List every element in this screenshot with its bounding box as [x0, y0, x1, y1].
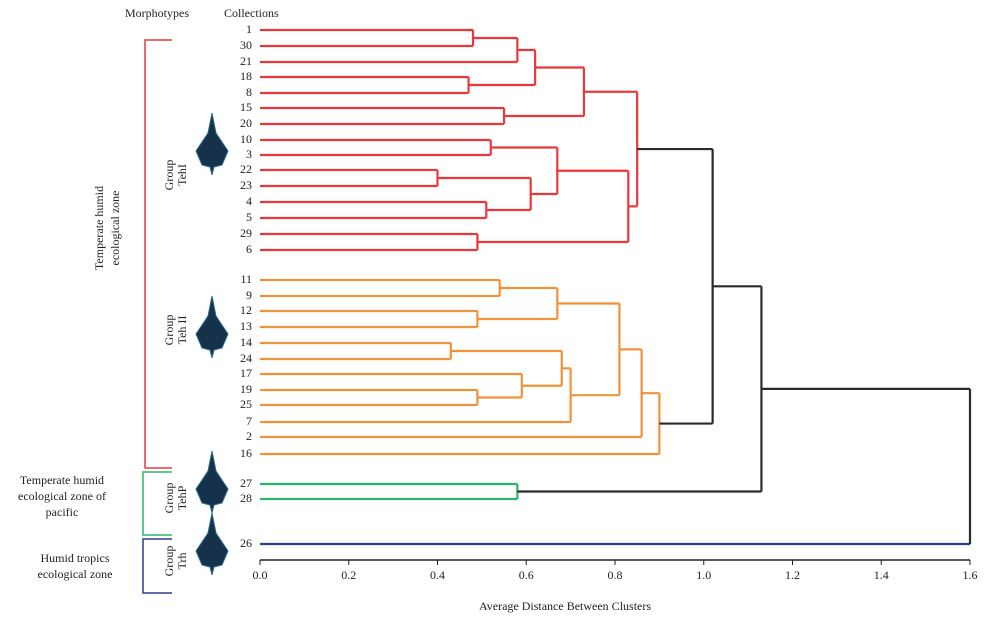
- leaf-label: 19: [240, 382, 252, 396]
- leaf-label: 21: [240, 54, 252, 68]
- x-tick-label: 0.8: [608, 568, 623, 582]
- group-label: TehP: [175, 485, 189, 510]
- leaf-label: 17: [240, 366, 252, 380]
- group-label: Group: [162, 546, 176, 577]
- leaf-label: 26: [240, 536, 252, 550]
- leaf-label: 24: [240, 351, 252, 365]
- x-tick-label: 0.6: [519, 568, 534, 582]
- leaf-label: 1: [246, 22, 252, 36]
- zone-label: ecological zone of: [18, 489, 106, 503]
- leaf-label: 20: [240, 116, 252, 130]
- leaf-label: 14: [240, 335, 252, 349]
- leaf-label: 7: [246, 414, 252, 428]
- leaf-label: 23: [240, 178, 252, 192]
- leaf-label: 9: [246, 288, 252, 302]
- leaf-label: 2: [246, 429, 252, 443]
- leaf-label: 22: [240, 162, 252, 176]
- group-label: Group: [162, 160, 176, 191]
- column-header: Morphotypes: [125, 6, 189, 20]
- zone-label: ecological zone: [108, 191, 122, 266]
- x-tick-label: 1.2: [785, 568, 800, 582]
- leaf-label: 16: [240, 446, 252, 460]
- group-label: Group: [162, 483, 176, 514]
- leaf-label: 5: [246, 210, 252, 224]
- leaf-label: 18: [240, 69, 252, 83]
- leaf-label: 30: [240, 38, 252, 52]
- x-tick-label: 1.6: [963, 568, 978, 582]
- x-axis-label: Average Distance Between Clusters: [479, 599, 651, 613]
- leaf-label: 6: [246, 242, 252, 256]
- zone-label: ecological zone: [38, 567, 113, 581]
- zone-label: Temperate humid: [92, 186, 106, 270]
- leaf-label: 8: [246, 85, 252, 99]
- column-header: Collections: [224, 6, 279, 20]
- zone-bracket: [142, 471, 172, 536]
- fish-icon: [195, 295, 229, 359]
- leaf-label: 15: [240, 100, 252, 114]
- leaf-label: 29: [240, 226, 252, 240]
- leaf-label: 4: [246, 194, 252, 208]
- leaf-label: 3: [246, 147, 252, 161]
- leaf-label: 10: [240, 132, 252, 146]
- zone-label: Humid tropics: [41, 551, 110, 565]
- leaf-label: 25: [240, 397, 252, 411]
- zone-label: Temperate humid: [20, 473, 104, 487]
- fish-icon: [195, 450, 229, 514]
- x-tick-label: 0.4: [430, 568, 445, 582]
- leaf-label: 11: [240, 272, 252, 286]
- leaf-label: 28: [240, 491, 252, 505]
- x-tick-label: 1.0: [696, 568, 711, 582]
- zone-bracket: [144, 39, 172, 469]
- x-tick-label: 0.2: [341, 568, 356, 582]
- zone-bracket: [142, 538, 172, 594]
- x-tick-label: 1.4: [874, 568, 889, 582]
- group-label: TehI: [175, 164, 189, 186]
- leaf-label: 13: [240, 319, 252, 333]
- group-label: Group: [162, 315, 176, 346]
- x-tick-label: 0.0: [253, 568, 268, 582]
- group-label: Trh: [175, 553, 189, 570]
- group-label: Teh II: [175, 316, 189, 345]
- fish-icon: [195, 512, 229, 576]
- fish-icon: [195, 112, 229, 176]
- leaf-label: 27: [240, 476, 252, 490]
- leaf-label: 12: [240, 303, 252, 317]
- zone-label: pacific: [46, 505, 79, 519]
